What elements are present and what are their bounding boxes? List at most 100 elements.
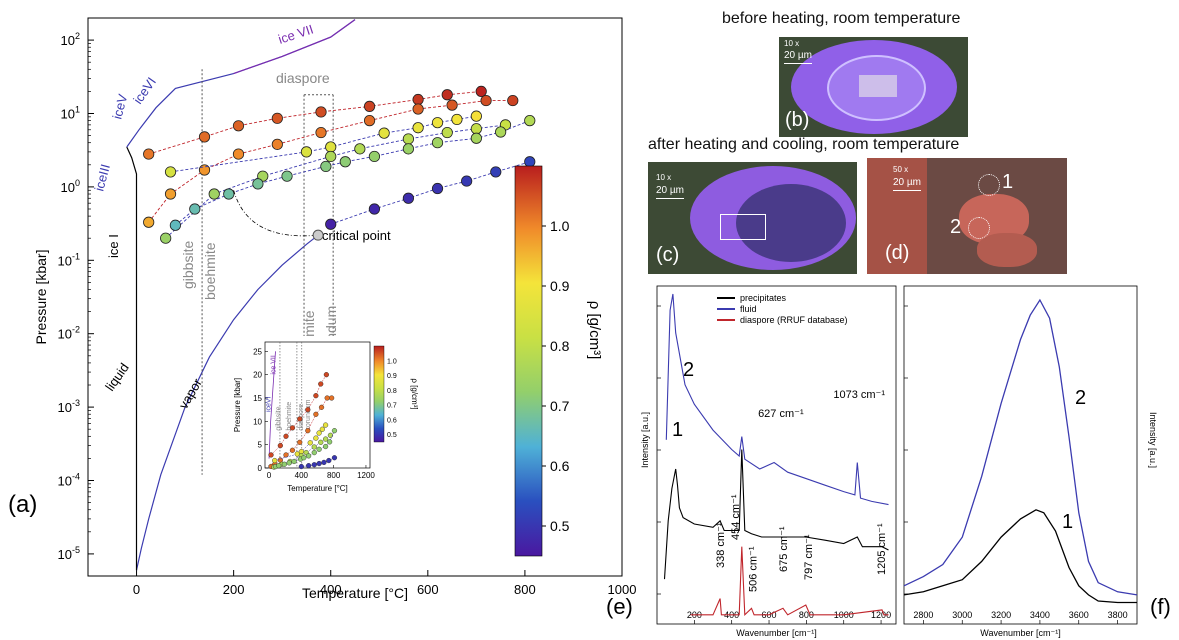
isochore-point-5-1 [368, 203, 381, 215]
f-ylabel: Intensity [a.u.] [1148, 412, 1158, 468]
inset-colorbar-tick-4: 0.9 [387, 373, 397, 380]
inset-point-5-1 [306, 463, 312, 469]
isochore-point-0-3 [271, 112, 283, 124]
isochore-point-2-2 [325, 141, 337, 153]
inset-xtick-label-3: 1200 [357, 471, 375, 480]
isochore-point-0-1 [198, 131, 211, 143]
inset-ytick-label-4: 20 [253, 371, 262, 380]
photo-d-scale: 20 µm [893, 177, 921, 188]
inset-colorbar-label: ρ [g/cm³] [410, 378, 419, 409]
inset-colorbar-tick-0: 0.5 [387, 432, 397, 439]
inset-xtick-label-2: 800 [327, 471, 341, 480]
isochore-point-5-4 [461, 175, 473, 187]
isochore-point-2-7 [470, 110, 482, 122]
inset-point-1-9 [324, 395, 330, 401]
isochore-point-3-1 [208, 188, 220, 200]
isochore-point-0-2 [232, 120, 245, 132]
inset-point-0-3 [289, 425, 296, 431]
isochore-point-4-9 [431, 137, 444, 149]
inset-point-1-5 [297, 439, 303, 445]
f-xtick-label-3: 3400 [1030, 610, 1050, 620]
panel-label-c: (c) [656, 244, 680, 266]
a-xtick-label-4: 800 [514, 582, 536, 597]
isochore-point-4-1 [189, 203, 201, 215]
isochore-line-0 [148, 90, 482, 155]
a-ytick-label-1: 10-4 [58, 472, 80, 489]
photo-c-mag: 10 x [656, 173, 672, 182]
isochore-point-0-6 [412, 93, 424, 106]
a-xtick-label-5: 1000 [608, 582, 637, 597]
isochore-point-3-7 [470, 123, 482, 135]
isochore-point-1-3 [232, 148, 245, 160]
inset-point-5-4 [321, 459, 327, 466]
phase-label-2: iceVI [130, 74, 159, 106]
inset-point-4-11 [327, 439, 333, 445]
e-peak-label-1: 454 cm⁻¹ [730, 494, 742, 540]
isochore-point-1-9 [480, 94, 492, 107]
photo-before-caption: before heating, room temperature [722, 10, 961, 27]
spot-1-label: 1 [1002, 171, 1014, 193]
inset-point-3-8 [327, 432, 334, 438]
inset-mineral-label-3: corundum [305, 399, 312, 430]
a-xlabel: Temperature [°C] [302, 585, 408, 601]
isochore-point-3-5 [402, 133, 414, 145]
phase-label-5: liquid [102, 360, 132, 393]
e-series-line-2 [690, 546, 889, 617]
inset-ytick-label-0: 0 [258, 464, 263, 473]
inset-point-2-3 [307, 440, 313, 446]
isochore-point-0-0 [143, 148, 155, 160]
inset-point-0-4 [297, 416, 303, 422]
photo-c-roi-box [720, 214, 766, 240]
e-peak-label-0: 338 cm⁻¹ [715, 522, 727, 568]
colorbar-tick-label-1: 0.6 [550, 458, 570, 474]
inset-point-0-1 [277, 443, 283, 449]
inset-axes-frame [264, 341, 371, 469]
panel-label-f: (f) [1150, 594, 1171, 619]
isochore-point-1-0 [143, 216, 155, 228]
a-ytick-label-4: 10-1 [58, 251, 80, 268]
isochore-point-5-5 [490, 166, 502, 178]
e-peak-label-5: 1205 cm⁻¹ [876, 523, 888, 575]
isochore-point-0-8 [475, 85, 487, 98]
e-legend-label-0: precipitates [740, 293, 787, 303]
critical-point-marker [312, 229, 324, 241]
inset-point-2-4 [313, 435, 319, 441]
photo-c: 10 x 20 µm (c) [648, 162, 857, 274]
e-xlabel: Wavenumber [cm⁻¹] [736, 628, 816, 638]
f-xtick-label-4: 3600 [1069, 610, 1089, 620]
spot-2-circle [968, 217, 990, 239]
phase-label-3: ice VII [276, 21, 315, 46]
photo-b-mag: 10 x [784, 39, 800, 48]
isochore-point-3-3 [325, 150, 337, 163]
inset-point-4-4 [291, 458, 297, 465]
isochore-point-1-1 [164, 188, 177, 200]
inset-colorbar [373, 345, 385, 443]
isochore-point-5-0 [325, 218, 337, 230]
f-xtick-label-5: 3800 [1108, 610, 1128, 620]
vapor-curve [135, 234, 319, 571]
isochore-point-2-4 [412, 122, 424, 134]
isochore-point-1-10 [507, 94, 519, 107]
isochore-point-1-4 [271, 138, 283, 150]
inset-point-0-0 [268, 452, 274, 458]
mineral-label-1: boehmite [202, 242, 218, 300]
e-curve-label-precipitates: 1 [672, 419, 683, 441]
inset-ytick-label-5: 25 [253, 347, 262, 356]
photo-d-mag: 50 x [893, 165, 909, 174]
photo-d: 1 2 50 x 20 µm (d) [867, 158, 1067, 274]
inset-phase-label-1: ice VII [271, 355, 278, 375]
inset-point-5-5 [326, 457, 332, 464]
a-xtick-label-0: 0 [133, 582, 140, 597]
panel-label-d: (d) [885, 242, 910, 264]
a-ytick-label-6: 101 [61, 104, 80, 121]
inset-phase-label-0: iceVI [266, 396, 273, 412]
colorbar-tick-label-4: 0.9 [550, 278, 570, 294]
phase-label-6: vapor [176, 375, 206, 411]
inset-point-4-1 [276, 463, 282, 469]
isochore-line-3 [165, 124, 506, 239]
colorbar-tick-label-5: 1.0 [550, 218, 570, 234]
inset-point-2-6 [319, 426, 325, 432]
a-ytick-label-5: 100 [61, 178, 80, 195]
isochore-point-1-7 [412, 103, 424, 115]
